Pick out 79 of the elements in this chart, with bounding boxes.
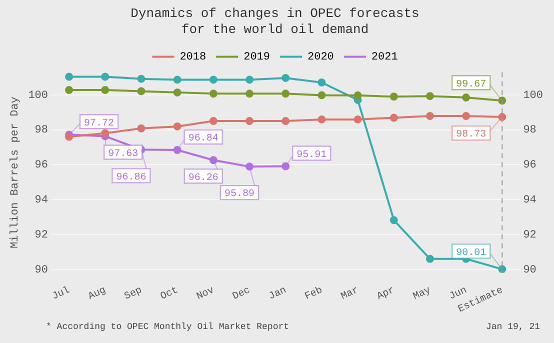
x-tick-label: Nov (195, 285, 216, 303)
point (101, 86, 110, 94)
point (246, 117, 254, 126)
x-tick-label: Jul (50, 284, 72, 303)
legend-label: 2020 (308, 52, 334, 64)
point (390, 92, 398, 101)
point (390, 216, 398, 224)
y2-tick-label: 96 (523, 160, 536, 172)
point (462, 112, 470, 120)
y2-tick-label: 92 (523, 229, 536, 242)
point (173, 146, 182, 154)
point (426, 112, 434, 120)
data-label: 96.86 (116, 172, 146, 184)
point (318, 78, 326, 86)
data-label: 96.84 (188, 134, 218, 145)
data-label: 98.73 (456, 130, 486, 141)
data-label: 96.26 (188, 172, 218, 184)
point (318, 115, 326, 124)
data-label: 95.91 (296, 150, 327, 161)
point (65, 86, 74, 94)
text: * According to OPEC Monthly Oil Market Report (46, 322, 290, 332)
x-tick-label: Mar (340, 285, 361, 303)
point (101, 72, 110, 81)
point (462, 94, 470, 102)
point (137, 87, 146, 96)
chart-title: Dynamics of changes in OPEC forecasts for the world oil demand (130, 6, 420, 37)
point (498, 265, 506, 273)
point (101, 129, 110, 138)
y-tick-label: 92 (34, 229, 48, 242)
point (246, 76, 254, 84)
y-axis-title: Million Barrels per Day (10, 96, 22, 248)
legend-label: 2021 (371, 52, 398, 64)
data-label: 97.72 (84, 118, 114, 130)
point (173, 76, 182, 84)
data-label: 99.67 (456, 79, 486, 90)
y-tick-label: 94 (34, 194, 48, 206)
legend-label: 2018 (180, 52, 206, 64)
point (65, 72, 74, 81)
point (209, 117, 218, 126)
point (354, 115, 362, 124)
data-label: 90.01 (456, 248, 486, 259)
point (282, 117, 290, 126)
x-tick-label: Dec (231, 285, 252, 303)
point (209, 76, 218, 84)
x-tick-label: Aug (86, 285, 108, 303)
y2-tick-label: 94 (523, 194, 537, 206)
x-tick-label: Jan (267, 285, 288, 303)
x-tick-label: Sep (123, 285, 144, 303)
data-label: 95.89 (224, 189, 255, 200)
x-tick-label: Apr (376, 285, 397, 303)
point (137, 124, 146, 132)
y2-tick-label: 98 (523, 124, 536, 137)
point (426, 92, 434, 100)
y2-tick-label: 100 (523, 90, 544, 102)
point (318, 91, 326, 100)
point (354, 91, 362, 100)
y-tick-label: 98 (34, 124, 48, 137)
point (282, 90, 290, 98)
point (390, 114, 398, 122)
x-tick-label: Feb (303, 284, 324, 303)
point (246, 90, 254, 98)
point (282, 74, 290, 82)
point (246, 162, 254, 171)
text: Jan 19, 21 (486, 322, 540, 332)
point (282, 162, 290, 170)
x-tick-label: May (412, 285, 433, 303)
x-tick-label: Oct (159, 285, 180, 303)
data-label: 97.63 (108, 148, 138, 160)
point (137, 74, 146, 83)
y-tick-label: 90 (34, 264, 48, 276)
point (173, 88, 182, 96)
legend-label: 2019 (244, 52, 270, 64)
point (209, 156, 218, 164)
point (209, 90, 218, 98)
y2-tick-label: 90 (523, 264, 536, 276)
point (426, 254, 434, 263)
point (173, 122, 182, 130)
y-tick-label: 100 (28, 90, 48, 102)
y-tick-label: 96 (34, 160, 48, 172)
